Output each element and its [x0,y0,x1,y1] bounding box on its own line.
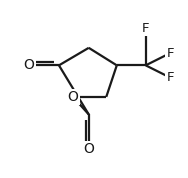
Text: F: F [166,47,174,60]
Text: O: O [67,90,78,104]
Text: F: F [166,71,174,84]
Text: F: F [142,22,149,35]
Text: O: O [83,142,94,156]
Text: O: O [24,58,35,72]
